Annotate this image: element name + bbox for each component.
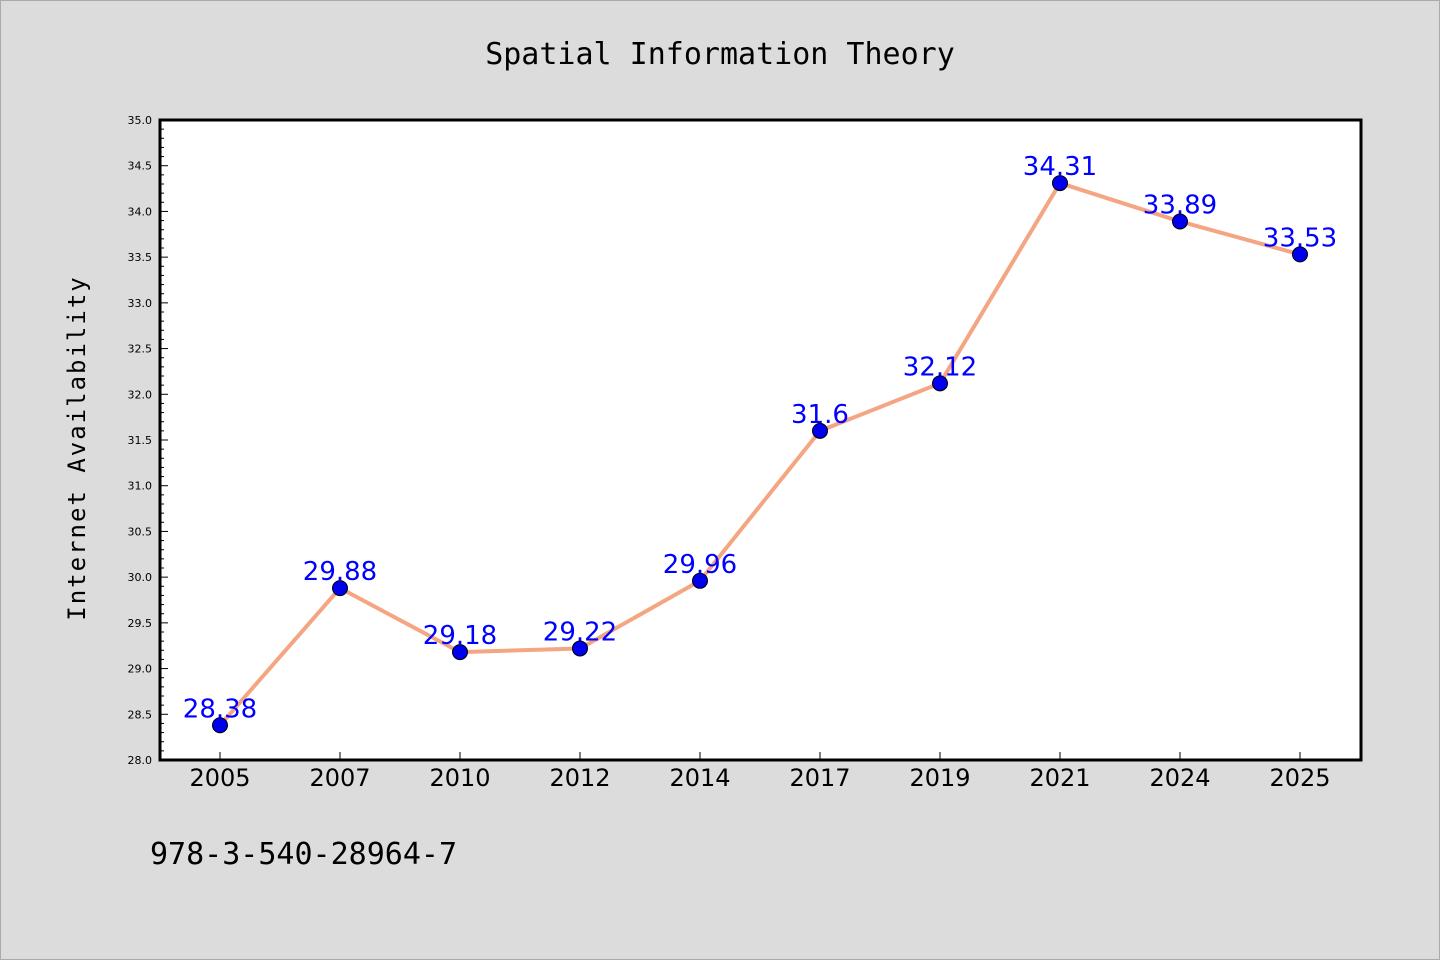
x-tick-label: 2021	[1029, 764, 1090, 792]
plot-area	[158, 118, 1363, 762]
x-tick-label: 2025	[1269, 764, 1330, 792]
y-tick-label: 30.0	[128, 571, 153, 584]
series-line-group: 28.38 29.88 29.18 29.22 29.96 31.6 32.12 34.31 3…	[183, 152, 1337, 734]
data-label: 31.6	[791, 400, 849, 430]
x-tick-label: 2005	[189, 764, 250, 792]
y-tick-label: 31.0	[128, 480, 153, 493]
x-tick-label: 2012	[549, 764, 610, 792]
y-tick-label: 29.5	[128, 617, 153, 630]
y-tick-label: 35.0	[128, 114, 153, 127]
x-tick-label: 2014	[669, 764, 730, 792]
y-axis-label: Internet Availability	[63, 275, 91, 620]
y-tick-label: 28.5	[128, 708, 153, 721]
data-point	[812, 422, 828, 439]
data-label: 29.96	[663, 550, 737, 580]
data-point	[572, 640, 588, 657]
y-tick-label: 30.5	[128, 525, 153, 538]
x-tick-label: 2019	[909, 764, 970, 792]
x-tick-label: 2017	[789, 764, 850, 792]
x-tick-label: 2010	[429, 764, 490, 792]
y-tick-label: 34.0	[128, 205, 153, 218]
data-label: 29.88	[303, 557, 377, 587]
y-tick-label: 33.0	[128, 297, 153, 310]
x-axis: 2005 2007 2010 2012 2014 2017 2019 2021 2024 2025	[189, 752, 1331, 792]
data-label: 34.31	[1023, 152, 1097, 182]
data-point	[1052, 175, 1068, 192]
data-point	[212, 717, 228, 734]
data-label: 28.38	[183, 694, 257, 724]
isbn-footer: 978-3-540-28964-7	[150, 837, 457, 872]
data-label: 33.53	[1263, 223, 1337, 253]
data-label: 29.22	[543, 617, 617, 647]
y-axis: 28.0 28.5 29.0 29.5 30.0 30.5 31.0 31.5 32.0 32.5…	[128, 114, 168, 767]
data-point	[932, 375, 948, 392]
data-label: 32.12	[903, 352, 977, 382]
y-tick-label: 32.0	[128, 388, 153, 401]
y-tick-label: 28.0	[128, 754, 153, 767]
data-point	[1172, 213, 1188, 230]
y-tick-label: 32.5	[128, 343, 153, 356]
x-tick-label: 2007	[309, 764, 370, 792]
data-label: 29.18	[423, 621, 497, 651]
y-tick-label: 29.0	[128, 663, 153, 676]
data-point	[332, 580, 348, 597]
data-point	[692, 572, 708, 589]
data-point	[452, 644, 468, 661]
x-tick-label: 2024	[1149, 764, 1210, 792]
y-tick-label: 33.5	[128, 251, 153, 264]
y-tick-label: 31.5	[128, 434, 153, 447]
y-tick-label: 34.5	[128, 160, 153, 173]
chart-title: Spatial Information Theory	[485, 37, 955, 72]
data-point	[1292, 246, 1308, 263]
series-line	[218, 181, 1301, 727]
data-label: 33.89	[1143, 190, 1217, 220]
